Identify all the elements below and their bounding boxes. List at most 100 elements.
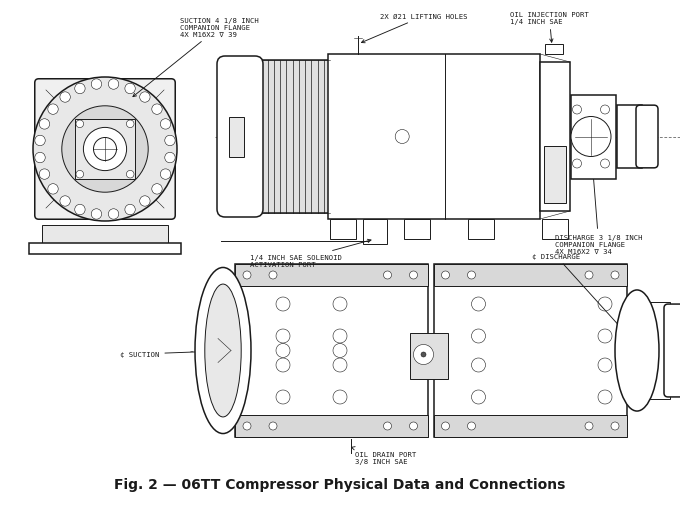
Bar (229, 117, 244, 157)
Text: DISCHARGE 3 1/8 INCH
COMPANION FLANGE
4X M16X2 ∇ 34: DISCHARGE 3 1/8 INCH COMPANION FLANGE 4X… (555, 151, 643, 254)
Circle shape (441, 271, 449, 279)
Circle shape (126, 171, 134, 179)
Bar (545, 45, 563, 55)
Circle shape (125, 84, 135, 95)
Circle shape (571, 117, 611, 157)
Circle shape (35, 153, 46, 163)
Circle shape (573, 106, 581, 115)
Bar (41, 225, 169, 243)
Circle shape (600, 106, 609, 115)
Bar (409, 333, 447, 379)
Bar (468, 219, 494, 240)
Circle shape (598, 390, 612, 404)
Circle shape (468, 422, 475, 430)
Circle shape (384, 422, 392, 430)
Circle shape (76, 171, 84, 179)
Circle shape (91, 80, 101, 90)
Circle shape (585, 271, 593, 279)
Text: SUCTION 4 1/8 INCH
COMPANION FLANGE
4X M16X2 ∇ 39: SUCTION 4 1/8 INCH COMPANION FLANGE 4X M… (133, 18, 259, 97)
Text: Fig. 2 — 06TT Compressor Physical Data and Connections: Fig. 2 — 06TT Compressor Physical Data a… (114, 477, 566, 491)
Circle shape (48, 105, 58, 115)
Circle shape (421, 352, 426, 357)
Circle shape (276, 390, 290, 404)
FancyBboxPatch shape (664, 304, 680, 397)
Circle shape (35, 136, 46, 147)
Circle shape (93, 138, 116, 161)
Circle shape (276, 329, 290, 344)
Circle shape (269, 422, 277, 430)
Circle shape (243, 271, 251, 279)
Circle shape (409, 271, 418, 279)
Circle shape (33, 78, 177, 221)
Circle shape (108, 209, 119, 220)
Bar (235, 265, 428, 287)
Bar (255, 61, 330, 214)
Text: OIL DRAIN PORT
3/8 INCH SAE: OIL DRAIN PORT 3/8 INCH SAE (352, 447, 416, 464)
Circle shape (598, 329, 612, 344)
Circle shape (276, 358, 290, 372)
Text: 2X Ø21 LIFTING HOLES: 2X Ø21 LIFTING HOLES (362, 14, 468, 44)
Circle shape (60, 93, 70, 103)
Circle shape (409, 422, 418, 430)
Bar (434, 265, 627, 287)
Circle shape (471, 358, 486, 372)
Bar (404, 219, 430, 240)
FancyBboxPatch shape (217, 57, 263, 217)
Circle shape (108, 80, 119, 90)
Circle shape (395, 130, 409, 144)
Text: OIL INJECTION PORT
1/4 INCH SAE: OIL INJECTION PORT 1/4 INCH SAE (510, 12, 589, 43)
Circle shape (139, 196, 150, 207)
Circle shape (165, 136, 175, 147)
Ellipse shape (195, 268, 251, 434)
FancyBboxPatch shape (35, 79, 175, 220)
Circle shape (598, 297, 612, 312)
Circle shape (75, 205, 85, 215)
Circle shape (84, 128, 126, 171)
Bar (434, 415, 627, 437)
Circle shape (39, 169, 50, 180)
Bar (235, 415, 428, 437)
Circle shape (333, 329, 347, 344)
Bar (29, 243, 181, 254)
Circle shape (333, 358, 347, 372)
Circle shape (573, 160, 581, 168)
Circle shape (126, 121, 134, 128)
Circle shape (276, 297, 290, 312)
Circle shape (471, 390, 486, 404)
Bar (328, 55, 540, 219)
Circle shape (48, 184, 58, 195)
Circle shape (333, 390, 347, 404)
Circle shape (91, 209, 101, 220)
Circle shape (333, 297, 347, 312)
Circle shape (165, 153, 175, 163)
Circle shape (413, 345, 434, 365)
Circle shape (62, 106, 148, 193)
Bar (235, 265, 428, 437)
Circle shape (139, 93, 150, 103)
Circle shape (468, 271, 475, 279)
Bar (330, 219, 356, 240)
Circle shape (125, 205, 135, 215)
Circle shape (600, 160, 609, 168)
Ellipse shape (615, 290, 659, 411)
Bar (542, 219, 568, 240)
Circle shape (471, 329, 486, 344)
Circle shape (471, 297, 486, 312)
Circle shape (598, 358, 612, 372)
Circle shape (269, 271, 277, 279)
Bar (627, 302, 670, 399)
Circle shape (160, 169, 171, 180)
Circle shape (152, 184, 163, 195)
Bar (544, 147, 566, 204)
Circle shape (441, 422, 449, 430)
Circle shape (333, 344, 347, 358)
Circle shape (384, 271, 392, 279)
Text: ¢ DISCHARGE: ¢ DISCHARGE (532, 253, 634, 343)
Circle shape (39, 120, 50, 130)
Circle shape (75, 84, 85, 95)
Circle shape (152, 105, 163, 115)
Bar (434, 265, 627, 437)
Circle shape (611, 422, 619, 430)
Circle shape (585, 422, 593, 430)
Text: 1/4 INCH SAE SOLENOID
ACTIVATION PORT: 1/4 INCH SAE SOLENOID ACTIVATION PORT (250, 240, 371, 267)
